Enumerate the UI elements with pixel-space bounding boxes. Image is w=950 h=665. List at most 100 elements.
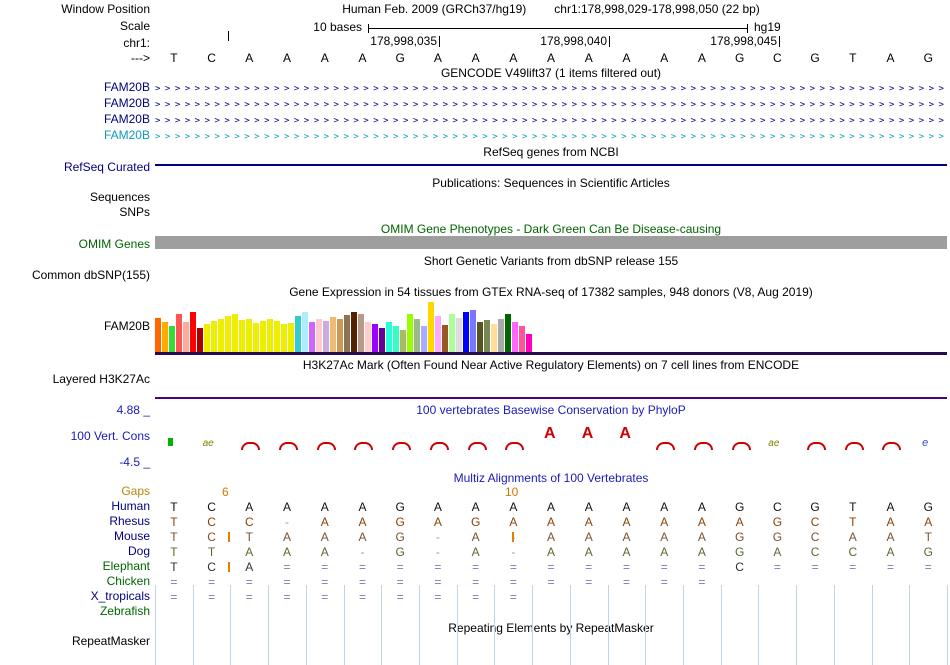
gtex-bar[interactable] [218,319,224,352]
gtex-bar[interactable] [246,319,252,352]
gtex-bar[interactable] [344,315,350,352]
gtex-bar[interactable] [351,312,357,352]
refseq-curated-label[interactable]: RefSeq Curated [63,160,150,174]
gtex-bar[interactable] [274,321,280,352]
gtex-bar[interactable] [414,319,420,352]
gtex-bar[interactable] [162,322,168,352]
gtex-bar[interactable] [505,314,511,352]
alignment-row[interactable]: = = = = = = = = = = [155,590,947,604]
species-label[interactable]: Elephant [102,559,150,573]
gene-label[interactable]: FAM20B [103,96,150,110]
gtex-bar[interactable] [295,316,301,352]
gtex-bar[interactable] [393,326,399,352]
gtex-bar[interactable] [288,323,294,352]
omim-track-bar[interactable] [155,236,947,249]
gtex-bar[interactable] [379,328,385,352]
species-label[interactable]: Zebrafish [99,604,150,618]
gtex-bar[interactable] [365,322,371,352]
alignment-row[interactable]: = = = = = = = = = = = = = = = [155,575,947,589]
gtex-bar[interactable] [323,321,329,352]
gtex-bar[interactable] [183,322,189,352]
gtex-bar[interactable] [421,326,427,352]
sequences-label[interactable]: Sequences [89,190,150,204]
refseq-gene-line[interactable] [155,164,947,166]
gtex-bar[interactable] [253,323,259,352]
gtex-bar[interactable] [449,314,455,352]
omim-genes-label[interactable]: OMIM Genes [78,237,150,251]
gtex-bar[interactable] [512,322,518,352]
gtex-bar[interactable] [491,324,497,352]
gtex-bar[interactable] [197,328,203,352]
gtex-bar[interactable] [498,319,504,352]
conservation-mark [656,442,676,450]
base-letter: G [923,51,933,65]
species-label[interactable]: Chicken [106,574,150,588]
gtex-bar[interactable] [211,321,217,352]
gtex-bar[interactable] [470,310,476,352]
species-label[interactable]: X_tropicals [90,589,150,603]
gtex-bar[interactable] [400,330,406,352]
gaps-row-label[interactable]: Gaps [121,484,150,498]
gtex-bar[interactable] [456,318,462,352]
gtex-bar[interactable] [232,314,238,352]
gtex-bar[interactable] [225,316,231,352]
gtex-bar[interactable] [526,334,532,352]
gtex-bar[interactable] [190,312,196,352]
gtex-bar[interactable] [372,324,378,352]
gene-label[interactable]: FAM20B [103,112,150,126]
gtex-bar[interactable] [428,302,434,352]
gtex-bar[interactable] [337,319,343,352]
gtex-bar[interactable] [330,317,336,352]
alignment-row[interactable]: T C A = = = = = = = = = = = = C = = = = = [155,560,947,574]
aligned-base: C [773,500,782,514]
gtex-bar[interactable] [155,318,161,352]
gene-label[interactable]: FAM20B [103,128,150,142]
species-label[interactable]: Human [111,499,150,513]
gene-strand-line[interactable]: >>>>>>>>>>>>>>>>>>>>>>>>>>>>>>>>>>>>>>>>… [155,116,947,126]
gtex-bar[interactable] [477,322,483,352]
gtex-bar[interactable] [309,322,315,352]
gene-strand-line[interactable]: >>>>>>>>>>>>>>>>>>>>>>>>>>>>>>>>>>>>>>>>… [155,84,947,94]
species-label[interactable]: Dog [127,544,150,558]
gtex-bar[interactable] [316,319,322,352]
gtex-bar[interactable] [386,322,392,352]
conservation-mark: ae [202,438,214,449]
gtex-bar[interactable] [435,316,441,352]
dbsnp-label[interactable]: Common dbSNP(155) [31,268,150,282]
species-label[interactable]: Rhesus [109,514,150,528]
h3k27ac-label[interactable]: Layered H3K27Ac [52,372,150,386]
gtex-bar[interactable] [281,324,287,352]
gtex-bar[interactable] [239,320,245,352]
gtex-bar[interactable] [204,324,210,352]
gtex-bar[interactable] [442,325,448,352]
gtex-bar[interactable] [484,320,490,352]
gene-label[interactable]: FAM20B [103,80,150,94]
gtex-bar[interactable] [302,312,308,352]
gtex-bar[interactable] [407,314,413,352]
aligned-base [193,605,231,619]
gtex-bar[interactable] [463,312,469,352]
gtex-gene-label[interactable]: FAM20B [103,319,150,333]
gene-strand-line[interactable]: >>>>>>>>>>>>>>>>>>>>>>>>>>>>>>>>>>>>>>>>… [155,132,947,142]
snps-label[interactable]: SNPs [119,205,150,219]
gene-strand-line[interactable]: >>>>>>>>>>>>>>>>>>>>>>>>>>>>>>>>>>>>>>>>… [155,100,947,110]
phylop-track-label[interactable]: 100 Vert. Cons [70,429,150,443]
grid-line [381,585,383,665]
gtex-bar[interactable] [260,321,266,352]
gtex-bar[interactable] [519,326,525,352]
gtex-bar[interactable] [169,326,175,352]
aligned-base: A [320,530,329,544]
h3k27ac-signal-line[interactable] [155,397,947,399]
multiz-title: Multiz Alignments of 100 Vertebrates [453,471,649,485]
gtex-bar[interactable] [358,314,364,352]
species-label[interactable]: Mouse [113,529,150,543]
repeatmasker-label[interactable]: RepeatMasker [71,634,150,648]
alignment-row[interactable] [155,605,947,619]
gtex-bar[interactable] [176,314,182,352]
gtex-bar[interactable] [267,319,273,352]
